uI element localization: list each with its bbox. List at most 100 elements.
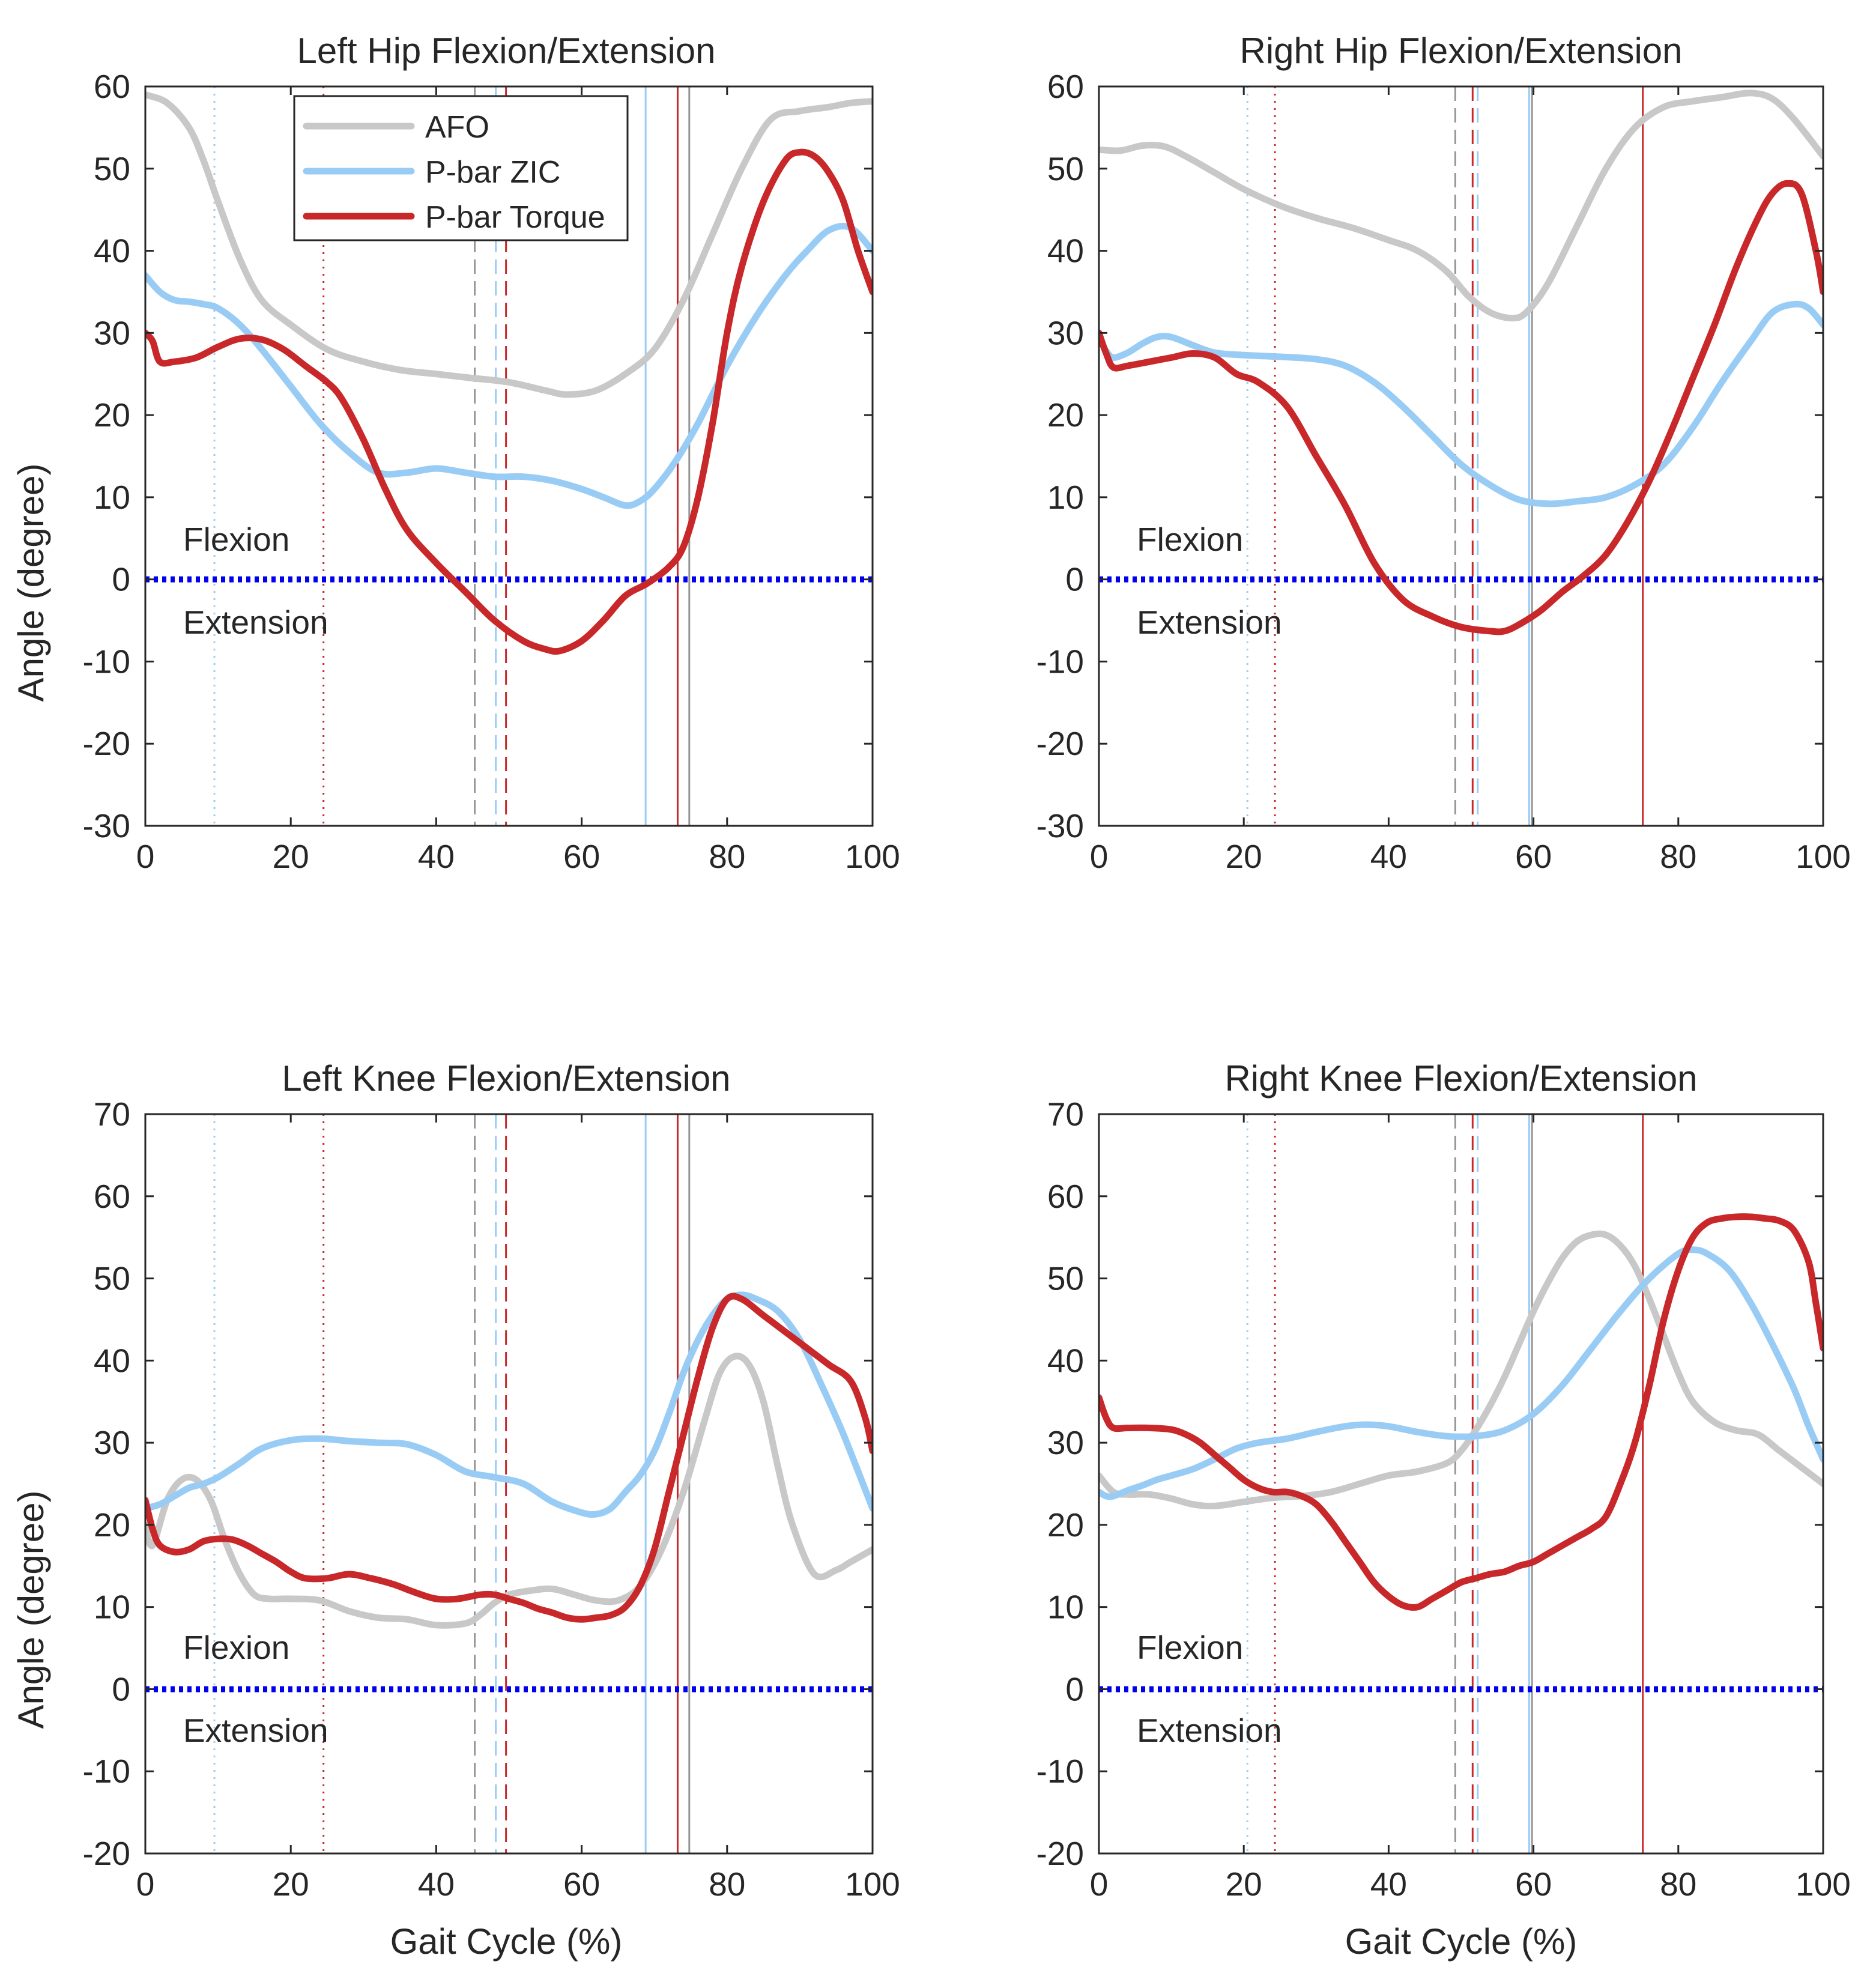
legend-label-afo: AFO bbox=[425, 110, 489, 145]
y-tick-label: 70 bbox=[1047, 1096, 1084, 1133]
x-tick-label: 20 bbox=[273, 1865, 309, 1903]
x-tick-label: 60 bbox=[1515, 838, 1552, 875]
y-tick-label: 20 bbox=[1047, 1506, 1084, 1544]
extension-annotation: Extension bbox=[1137, 604, 1282, 641]
y-tick-label: 30 bbox=[1047, 314, 1084, 351]
legend-label-p-bar-zic: P-bar ZIC bbox=[425, 155, 560, 190]
x-tick-label: 20 bbox=[273, 838, 309, 875]
y-tick-label: 0 bbox=[1065, 561, 1084, 598]
series-line-p-bar-torque bbox=[1099, 180, 1823, 635]
chart-title: Right Hip Flexion/Extension bbox=[1239, 31, 1682, 71]
y-tick-label: 70 bbox=[94, 1096, 130, 1133]
flexion-annotation: Flexion bbox=[183, 521, 289, 558]
panel-left-knee: 0 20 40 60 80 100 -20 -10 0 10 20 30 40 50 60 70 Left K… bbox=[11, 1058, 900, 1962]
y-tick-label: -10 bbox=[1036, 643, 1085, 680]
series-line-p-bar-torque bbox=[1099, 1213, 1823, 1611]
series-line-afo bbox=[1099, 89, 1823, 322]
series-line-p-bar-zic bbox=[1099, 300, 1823, 508]
x-tick-label: 60 bbox=[1515, 1865, 1552, 1903]
x-tick-label: 100 bbox=[845, 1865, 900, 1903]
x-tick-label: 80 bbox=[709, 1865, 745, 1903]
y-tick-label: -10 bbox=[83, 1753, 131, 1790]
x-tick-label: 40 bbox=[1370, 1865, 1407, 1903]
axes-box bbox=[144, 85, 874, 827]
y-axis-label: Angle (degree) bbox=[11, 464, 51, 702]
y-tick-label: 20 bbox=[94, 396, 130, 434]
y-tick-label: -20 bbox=[83, 725, 131, 762]
extension-annotation: Extension bbox=[183, 1712, 328, 1749]
series-line-p-bar-torque bbox=[145, 1293, 873, 1623]
y-tick-label: 60 bbox=[1047, 1178, 1084, 1215]
y-tick-label: 10 bbox=[94, 1589, 130, 1626]
x-tick-label: 100 bbox=[845, 838, 900, 875]
y-tick-label: 60 bbox=[94, 1178, 130, 1215]
y-tick-label: 40 bbox=[1047, 1342, 1084, 1379]
x-tick-label: 40 bbox=[418, 1865, 455, 1903]
y-tick-label: -10 bbox=[1036, 1753, 1085, 1790]
x-tick-label: 100 bbox=[1796, 1865, 1851, 1903]
y-tick-label: 0 bbox=[112, 561, 130, 598]
plot-area bbox=[1099, 86, 1823, 826]
x-axis-label: Gait Cycle (%) bbox=[390, 1921, 623, 1962]
axes-box bbox=[1098, 1113, 1824, 1855]
series-line-p-bar-zic bbox=[145, 1291, 873, 1518]
flexion-annotation: Flexion bbox=[1137, 1629, 1243, 1666]
plot-area bbox=[145, 86, 873, 826]
series-line-afo bbox=[145, 1353, 873, 1629]
x-tick-label: 80 bbox=[1660, 838, 1696, 875]
y-axis-label: Angle (degree) bbox=[11, 1491, 51, 1729]
y-tick-label: -20 bbox=[83, 1835, 131, 1872]
x-tick-label: 0 bbox=[136, 838, 155, 875]
axes-box bbox=[1098, 85, 1824, 827]
x-tick-label: 60 bbox=[563, 838, 600, 875]
y-tick-label: 20 bbox=[1047, 396, 1084, 434]
y-tick-label: 0 bbox=[112, 1670, 130, 1708]
x-tick-label: 80 bbox=[1660, 1865, 1696, 1903]
plot-area bbox=[145, 1114, 873, 1853]
y-tick-label: 30 bbox=[94, 1424, 130, 1461]
x-tick-label: 0 bbox=[1090, 838, 1109, 875]
y-tick-label: 10 bbox=[1047, 479, 1084, 516]
flexion-annotation: Flexion bbox=[183, 1629, 289, 1666]
x-axis-label: Gait Cycle (%) bbox=[1345, 1921, 1578, 1962]
x-tick-label: 60 bbox=[563, 1865, 600, 1903]
y-tick-label: 50 bbox=[1047, 1260, 1084, 1297]
y-tick-label: 40 bbox=[1047, 232, 1084, 270]
series-line-p-bar-zic bbox=[1099, 1246, 1823, 1500]
x-tick-label: 40 bbox=[418, 838, 455, 875]
x-tick-label: 20 bbox=[1226, 1865, 1262, 1903]
y-tick-label: 50 bbox=[1047, 150, 1084, 187]
x-tick-label: 0 bbox=[1090, 1865, 1109, 1903]
y-tick-label: 30 bbox=[94, 314, 130, 351]
panel-right-hip: 0 20 40 60 80 100 -30 -20 -10 0 10 20 30 40 50 60 Right… bbox=[1036, 31, 1851, 875]
y-tick-label: -20 bbox=[1036, 725, 1085, 762]
chart-title: Right Knee Flexion/Extension bbox=[1224, 1058, 1697, 1099]
series-line-afo bbox=[145, 91, 873, 398]
y-tick-label: -30 bbox=[1036, 807, 1085, 844]
panel-left-hip: 0 20 40 60 80 100 -30 -20 -10 0 10 20 30 40 50 60 Left … bbox=[11, 31, 900, 875]
y-tick-label: 10 bbox=[94, 479, 130, 516]
y-tick-label: 40 bbox=[94, 232, 130, 270]
y-tick-label: 10 bbox=[1047, 1589, 1084, 1626]
legend: AFO P-bar ZIC P-bar Torque bbox=[293, 95, 629, 241]
series-line-afo bbox=[1099, 1230, 1823, 1510]
y-tick-label: 60 bbox=[94, 68, 130, 105]
x-tick-label: 40 bbox=[1370, 838, 1407, 875]
axes-box bbox=[144, 1113, 874, 1855]
y-tick-label: 60 bbox=[1047, 68, 1084, 105]
flexion-annotation: Flexion bbox=[1137, 521, 1243, 558]
x-tick-label: 100 bbox=[1796, 838, 1851, 875]
x-tick-label: 80 bbox=[709, 838, 745, 875]
y-tick-label: 40 bbox=[94, 1342, 130, 1379]
y-tick-label: 50 bbox=[94, 150, 130, 187]
y-tick-label: -20 bbox=[1036, 1835, 1085, 1872]
x-tick-label: 20 bbox=[1226, 838, 1262, 875]
extension-annotation: Extension bbox=[1137, 1712, 1282, 1749]
extension-annotation: Extension bbox=[183, 604, 328, 641]
chart-title: Left Hip Flexion/Extension bbox=[297, 31, 715, 71]
chart-title: Left Knee Flexion/Extension bbox=[282, 1058, 730, 1099]
panel-right-knee: 0 20 40 60 80 100 -20 -10 0 10 20 30 40 50 60 70 Right … bbox=[1036, 1058, 1851, 1962]
y-tick-label: -10 bbox=[83, 643, 131, 680]
y-tick-label: 0 bbox=[1065, 1670, 1084, 1708]
